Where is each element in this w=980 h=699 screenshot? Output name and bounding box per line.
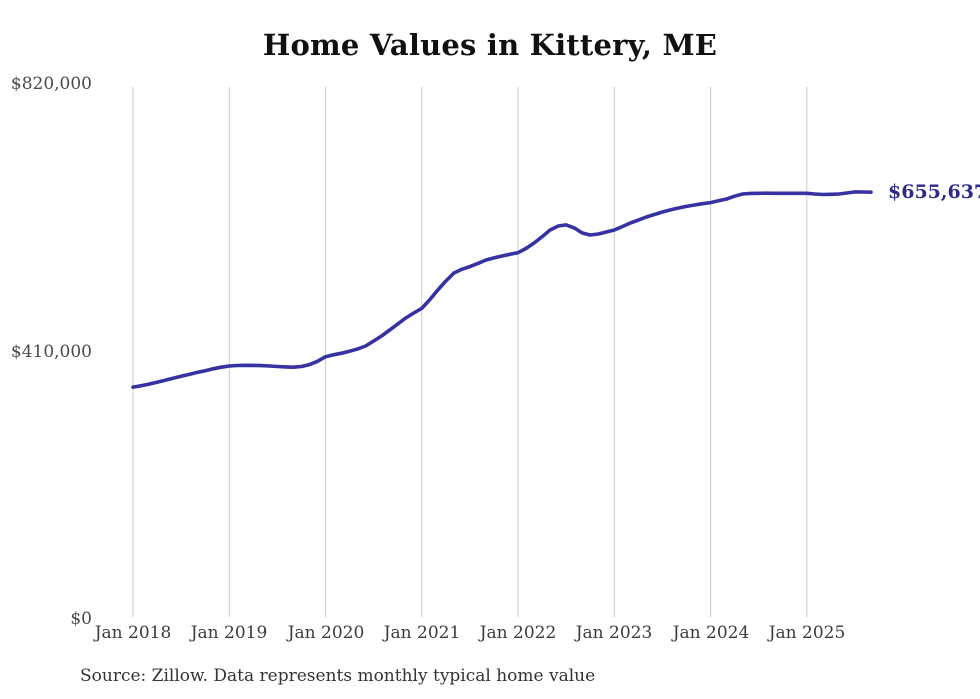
x-tick-label: Jan 2024 <box>672 623 750 643</box>
y-tick-label: $0 <box>70 609 92 629</box>
latest-value-label: $655,637 <box>888 181 980 203</box>
y-tick-label: $410,000 <box>10 341 92 362</box>
source-note: Source: Zillow. Data represents monthly … <box>80 666 596 686</box>
chart-title: Home Values in Kittery, ME <box>262 28 718 62</box>
x-tick-label: Jan 2025 <box>768 623 846 643</box>
x-tick-label: Jan 2019 <box>190 623 268 643</box>
x-tick-label: Jan 2021 <box>383 623 461 643</box>
y-tick-label: $820,000 <box>10 74 92 94</box>
x-tick-label: Jan 2018 <box>94 623 172 643</box>
x-tick-label: Jan 2020 <box>287 623 365 643</box>
x-tick-label: Jan 2022 <box>479 623 557 643</box>
x-tick-label: Jan 2023 <box>575 623 653 643</box>
value-line <box>131 190 873 389</box>
